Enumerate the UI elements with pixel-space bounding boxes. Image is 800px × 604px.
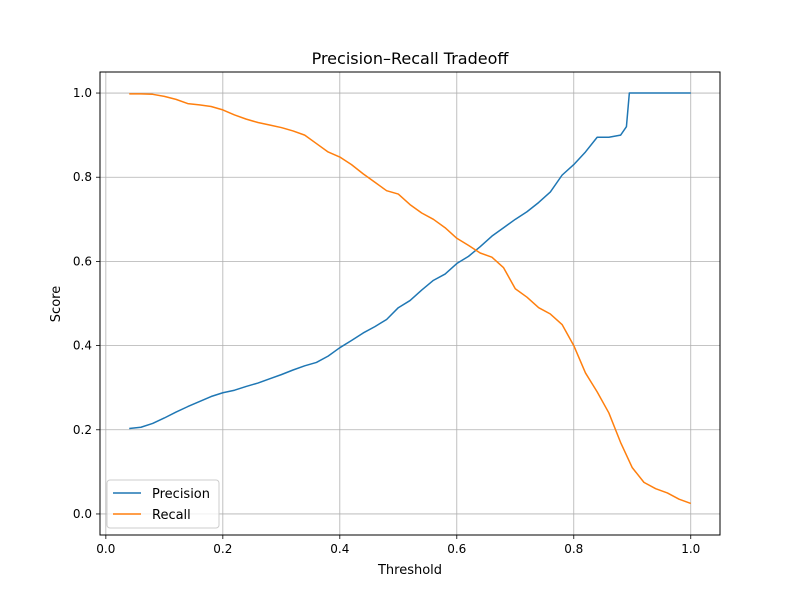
y-tick-label: 0.4 (73, 339, 92, 353)
y-tick-label: 1.0 (73, 86, 92, 100)
series-line-precision (129, 92, 691, 430)
x-tick-label: 0.8 (564, 542, 583, 556)
x-axis-label: Threshold (377, 563, 442, 578)
chart-title: Precision–Recall Tradeoff (312, 49, 510, 68)
ticks: 0.0 0.2 0.4 0.6 0.8 1.0 0.0 0.2 0.4 0.6 0.8 1.0 (73, 86, 700, 556)
legend: Precision Recall (106, 479, 220, 529)
x-tick-label: 1.0 (681, 542, 700, 556)
legend-precision-label: Precision (152, 487, 210, 502)
x-tick-label: 0.2 (213, 542, 232, 556)
grid (100, 72, 720, 535)
y-tick-label: 0.2 (73, 423, 92, 437)
x-tick-label: 0.0 (96, 542, 115, 556)
y-tick-label: 0.8 (73, 170, 92, 184)
legend-box (106, 479, 220, 529)
plot-frame (99, 71, 721, 536)
y-tick-label: 0.6 (73, 254, 92, 268)
legend-recall-label: Recall (152, 508, 191, 523)
y-tick-label: 0.0 (73, 507, 92, 521)
x-tick-label: 0.4 (330, 542, 349, 556)
plot-lines (129, 92, 692, 505)
y-axis-label: Score (49, 286, 64, 322)
x-tick-label: 0.6 (447, 542, 466, 556)
series-line-recall (129, 93, 692, 505)
